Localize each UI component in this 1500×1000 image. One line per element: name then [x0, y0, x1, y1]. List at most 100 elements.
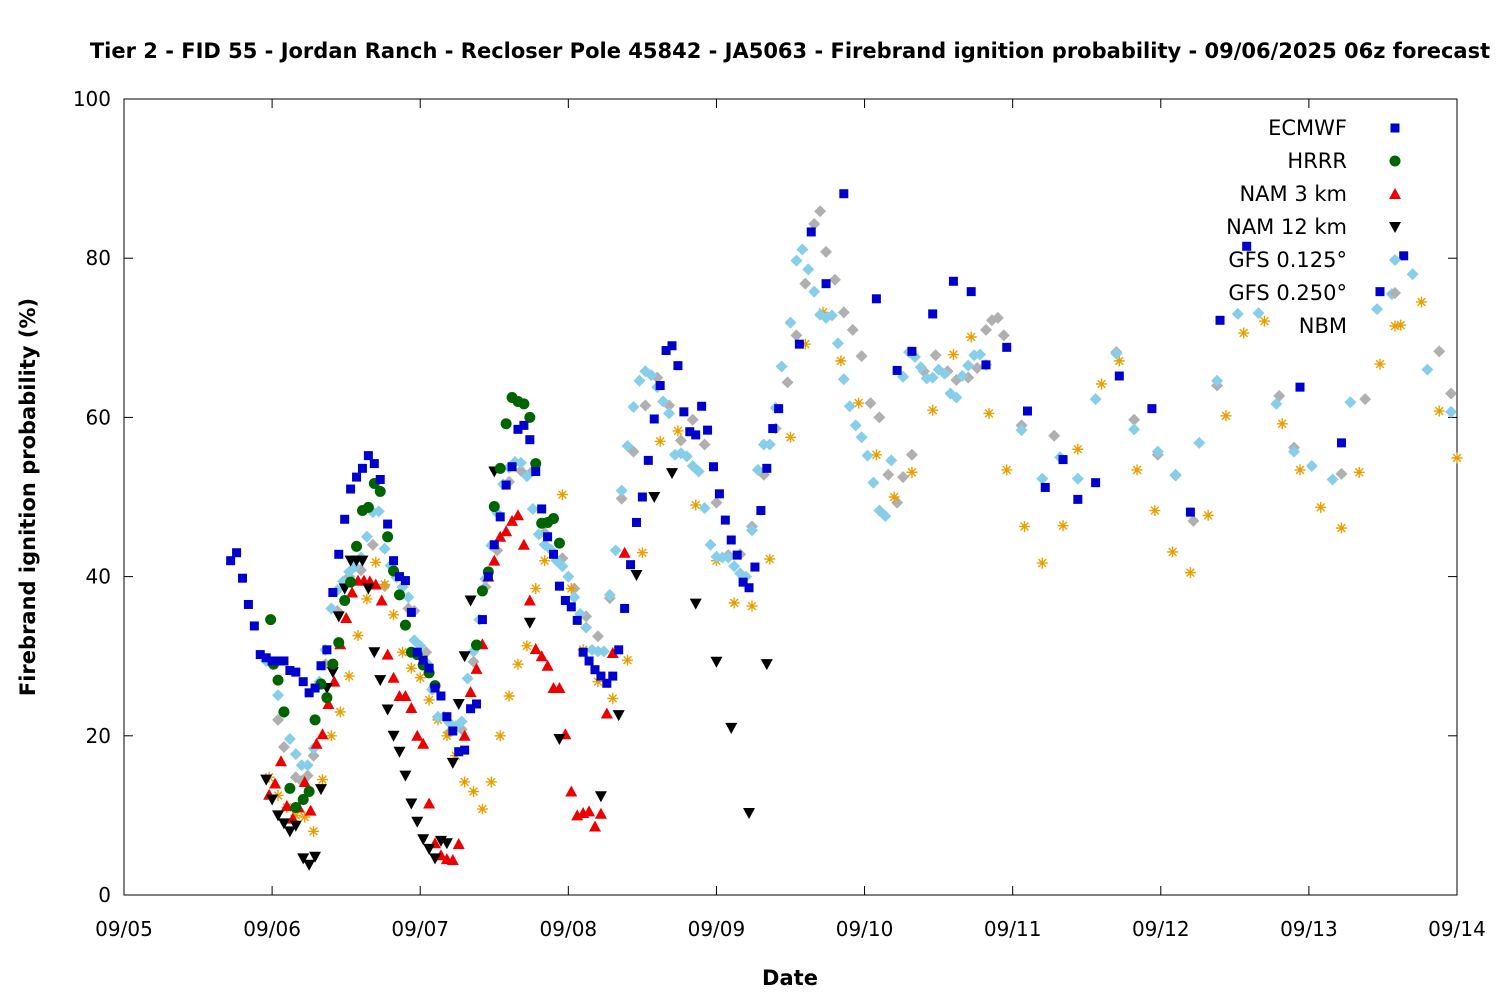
data-point: [1057, 520, 1069, 532]
data-point: [974, 348, 987, 361]
data-point: [764, 553, 776, 565]
x-tick-label: 09/13: [1280, 917, 1338, 941]
data-point: [405, 798, 418, 810]
data-point: [1445, 387, 1458, 400]
data-point: [362, 501, 374, 513]
data-point: [806, 227, 816, 237]
data-point: [1089, 393, 1102, 406]
data-point: [927, 404, 939, 416]
data-point: [590, 665, 600, 675]
data-point: [556, 489, 568, 501]
data-point: [345, 576, 357, 588]
data-point: [560, 595, 570, 605]
data-point: [411, 816, 424, 828]
data-point: [948, 276, 958, 286]
data-point: [607, 692, 619, 704]
data-point: [396, 646, 408, 658]
data-point: [1288, 445, 1301, 458]
data-point: [926, 371, 939, 384]
data-point: [280, 799, 293, 811]
data-point: [583, 805, 596, 817]
data-point: [784, 316, 797, 329]
data-point: [565, 785, 578, 797]
data-point: [440, 838, 453, 850]
data-point: [316, 774, 328, 786]
data-point: [1406, 268, 1419, 281]
data-point: [290, 801, 302, 813]
data-point: [366, 538, 379, 551]
legend-label: HRRR: [1287, 149, 1347, 173]
data-point: [654, 435, 666, 447]
data-point: [441, 730, 453, 742]
data-point: [272, 689, 285, 702]
data-point: [1193, 436, 1206, 449]
data-point: [643, 455, 653, 465]
data-point: [686, 413, 699, 426]
data-point: [1294, 464, 1306, 476]
data-point: [387, 730, 400, 742]
data-point: [402, 591, 415, 604]
data-point: [430, 683, 440, 693]
data-point: [661, 346, 671, 356]
data-point: [423, 797, 436, 809]
data-point: [627, 401, 640, 414]
data-point: [232, 548, 242, 558]
y-tick-label: 20: [86, 724, 111, 748]
data-point: [873, 411, 886, 424]
data-point: [592, 676, 604, 688]
data-point: [273, 656, 283, 666]
data-point: [507, 462, 517, 472]
data-point: [378, 542, 391, 555]
data-point: [301, 759, 314, 772]
data-point: [1270, 397, 1283, 410]
data-point: [283, 732, 296, 745]
data-point: [565, 583, 577, 595]
data-point: [799, 338, 811, 350]
data-point: [511, 509, 524, 521]
data-point: [399, 690, 412, 701]
data-point: [1184, 567, 1196, 579]
data-point: [316, 728, 329, 740]
data-point: [326, 667, 339, 679]
data-point: [906, 466, 918, 478]
data-point: [429, 853, 442, 865]
data-point: [853, 397, 865, 409]
data-point: [269, 777, 282, 789]
data-point: [991, 311, 1004, 324]
data-point: [966, 287, 976, 297]
data-point: [775, 360, 788, 373]
data-point: [369, 459, 379, 469]
data-point: [423, 694, 435, 706]
data-point: [867, 476, 880, 489]
data-point: [393, 589, 405, 601]
data-point: [722, 551, 735, 564]
data-point: [637, 492, 647, 502]
y-tick-label: 80: [86, 246, 111, 270]
data-point: [745, 524, 758, 537]
data-point: [512, 658, 524, 670]
data-point: [864, 397, 877, 410]
data-point: [277, 818, 290, 830]
data-point: [272, 713, 285, 726]
series-nam-12-km: [260, 466, 773, 871]
legend-marker: [1389, 222, 1401, 233]
data-point: [892, 365, 902, 375]
data-point: [971, 362, 984, 375]
data-point: [672, 425, 684, 437]
data-point: [1211, 374, 1224, 387]
series-ecmwf: [226, 189, 1409, 757]
data-point: [303, 786, 315, 798]
data-point: [648, 492, 661, 503]
data-point: [448, 726, 458, 736]
data-point: [1110, 347, 1123, 360]
data-point: [1019, 520, 1031, 532]
data-point: [591, 630, 604, 643]
data-point: [846, 323, 859, 336]
data-point: [363, 451, 373, 461]
data-point: [519, 420, 529, 430]
data-point: [728, 560, 741, 573]
data-point: [1169, 468, 1182, 481]
data-point: [285, 666, 295, 676]
data-point: [372, 505, 385, 518]
data-point: [626, 560, 636, 570]
